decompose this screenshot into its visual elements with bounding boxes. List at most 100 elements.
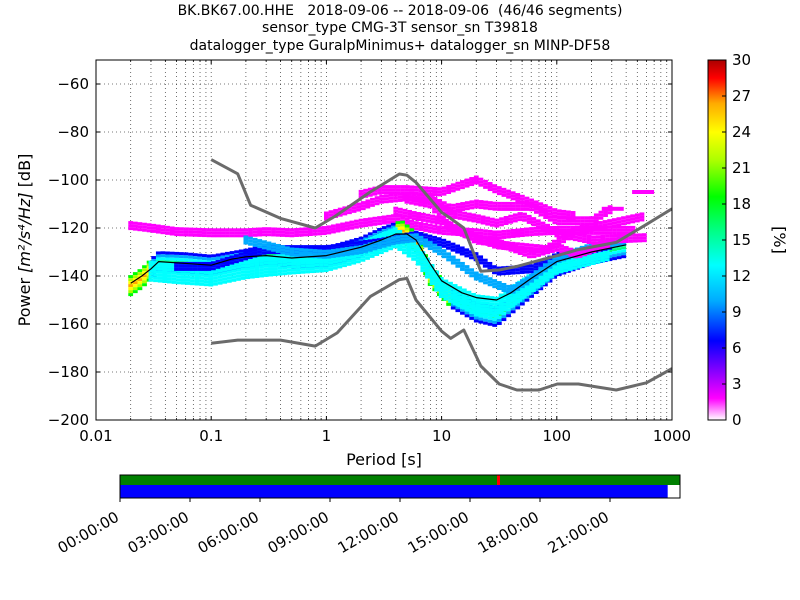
psd-cell <box>324 217 329 221</box>
psd-cell <box>623 239 629 243</box>
psd-cell <box>496 243 502 247</box>
psd-cell <box>388 232 393 236</box>
psd-cell <box>506 229 511 233</box>
psd-cell <box>591 241 597 245</box>
psd-cell <box>441 232 447 236</box>
psd-cell <box>437 252 442 256</box>
timeline-tick-label: 12:00:00 <box>335 508 402 557</box>
psd-cell <box>171 271 177 275</box>
psd-cell <box>517 298 523 302</box>
chart-title-line2: sensor_type CMG-3T sensor_sn T39818 <box>262 20 538 36</box>
psd-cell <box>321 249 327 253</box>
psd-cell <box>460 267 465 271</box>
psd-cell <box>612 231 617 235</box>
psd-cell <box>166 274 172 278</box>
psd-cell <box>266 233 272 237</box>
psd-cell <box>432 196 438 200</box>
psd-cell <box>559 250 565 254</box>
psd-cell <box>428 194 433 198</box>
psd-cell <box>556 239 562 243</box>
psd-cell <box>409 239 415 243</box>
psd-cell <box>549 269 555 273</box>
psd-cell <box>208 280 214 284</box>
psd-cell <box>180 269 186 273</box>
psd-cell <box>561 219 567 223</box>
psd-cell <box>566 210 571 214</box>
psd-cell <box>492 239 497 243</box>
psd-cell <box>411 251 417 255</box>
psd-cell <box>314 269 320 273</box>
psd-cell <box>183 227 189 231</box>
psd-cell <box>176 278 182 282</box>
psd-cell <box>176 281 182 285</box>
psd-cell <box>303 245 308 249</box>
psd-cell <box>261 246 267 250</box>
psd-cell <box>137 287 143 291</box>
psd-cell <box>586 240 592 244</box>
psd-cell <box>512 213 518 217</box>
psd-cell <box>596 242 601 246</box>
psd-cell <box>563 263 569 267</box>
psd-cell <box>248 236 253 240</box>
psd-cell <box>590 255 596 259</box>
psd-cell <box>271 230 276 234</box>
psd-cell <box>151 226 157 230</box>
psd-cell <box>395 227 401 231</box>
psd-cell <box>471 219 477 223</box>
psd-cell <box>326 228 332 232</box>
psd-cell <box>528 267 534 271</box>
psd-cell <box>497 201 502 205</box>
psd-cell <box>321 248 327 252</box>
psd-cell <box>577 254 583 258</box>
psd-cell <box>496 189 502 193</box>
psd-cell <box>420 254 426 258</box>
psd-cell <box>425 272 430 276</box>
psd-cell <box>505 241 511 245</box>
psd-cell <box>434 218 440 222</box>
psd-cell <box>432 224 438 228</box>
psd-cell <box>296 259 301 263</box>
psd-cell <box>455 181 461 185</box>
psd-cell <box>480 307 486 311</box>
psd-cell <box>453 215 458 219</box>
psd-cell <box>400 185 405 189</box>
psd-cell <box>406 242 412 246</box>
psd-cell <box>178 264 184 268</box>
psd-cell <box>180 275 186 279</box>
psd-cell <box>621 216 626 220</box>
psd-cell <box>409 191 415 195</box>
psd-cell <box>363 218 369 222</box>
psd-cell <box>400 226 405 230</box>
psd-cell <box>153 279 158 283</box>
psd-cell <box>360 258 366 262</box>
psd-cell <box>332 260 338 264</box>
psd-cell <box>284 249 290 253</box>
psd-cell <box>190 279 195 283</box>
psd-cell <box>432 241 437 245</box>
psd-cell <box>247 252 253 256</box>
psd-cell <box>471 298 476 302</box>
psd-cell <box>148 263 154 267</box>
psd-cell <box>469 256 474 260</box>
psd-cell <box>197 233 203 237</box>
chart-title-line1: BK.BK67.00.HHE 2018-09-06 -- 2018-09-06 … <box>177 3 623 19</box>
psd-cell <box>446 232 452 236</box>
psd-cell <box>434 282 440 286</box>
psd-cell <box>570 231 576 235</box>
psd-cell <box>461 297 467 301</box>
psd-cell <box>529 294 534 298</box>
psd-cell <box>272 267 278 271</box>
psd-cell <box>416 212 422 216</box>
psd-cell <box>323 266 329 270</box>
psd-cell <box>291 259 297 263</box>
psd-cell <box>367 235 373 239</box>
psd-cell <box>625 231 631 235</box>
x-tick-label: 10 <box>432 427 451 445</box>
psd-cell <box>457 210 463 214</box>
psd-cell <box>531 255 537 259</box>
psd-cell <box>466 308 472 312</box>
psd-cell <box>192 233 198 237</box>
psd-cell <box>448 293 453 297</box>
psd-cell <box>169 232 175 236</box>
psd-cell <box>169 251 175 255</box>
